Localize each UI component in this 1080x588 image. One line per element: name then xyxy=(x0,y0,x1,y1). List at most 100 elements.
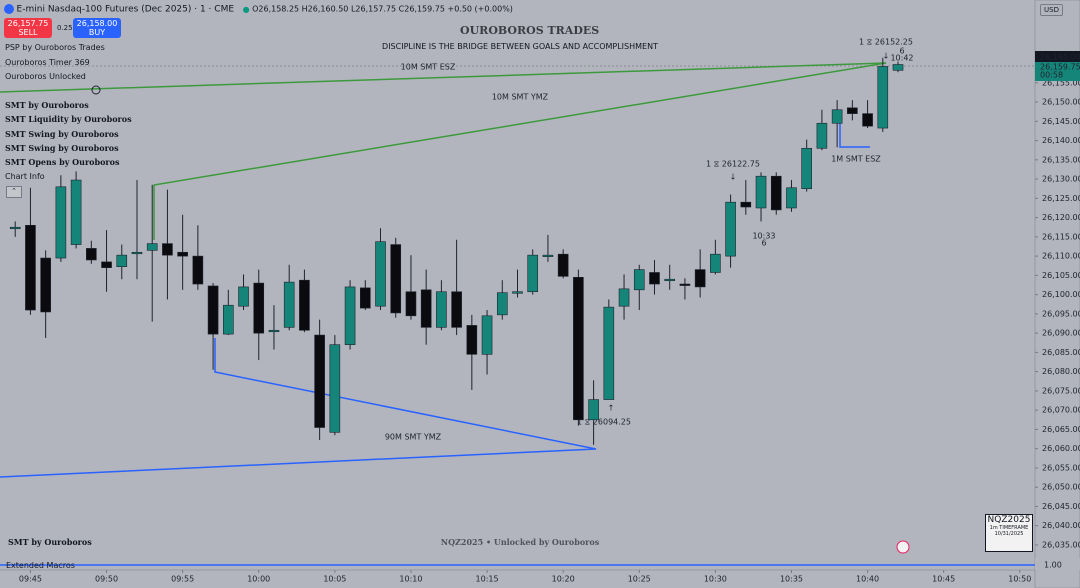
candle-body xyxy=(512,291,523,294)
indicator[interactable]: SMT Swing by Ouroboros xyxy=(5,128,119,139)
indicator[interactable]: Ouroboros Timer 369 xyxy=(5,57,90,67)
annotation: 10:42 xyxy=(890,54,913,63)
macros-label: Extended Macros xyxy=(6,561,75,570)
buy-button[interactable]: 26,158.00 BUY xyxy=(73,18,121,38)
last-price: 26,159.75 xyxy=(1040,63,1080,72)
x-tick-label: 10:50 xyxy=(1008,575,1031,584)
candle-body xyxy=(268,329,280,333)
candle-body xyxy=(162,243,173,256)
candle-body xyxy=(420,289,432,328)
y-tick-label: 26,130.00 xyxy=(1042,175,1080,184)
candle-body xyxy=(603,306,615,400)
y-tick-label: 26,050.00 xyxy=(1042,483,1080,492)
annotation: 1 ⧖ 26094.25 xyxy=(577,418,631,427)
y-tick-label: 26,110.00 xyxy=(1042,252,1080,261)
y-tick-label: 26,045.00 xyxy=(1042,502,1080,511)
x-tick-label: 10:00 xyxy=(247,575,270,584)
alert-icon[interactable] xyxy=(896,540,910,554)
candle-body xyxy=(207,285,219,335)
candle-body xyxy=(405,291,417,317)
candle-body xyxy=(177,251,188,257)
candle-body xyxy=(55,186,67,259)
candle-body xyxy=(9,226,21,230)
candle-body xyxy=(283,281,295,328)
dot: ● xyxy=(242,4,250,14)
candle-body xyxy=(816,122,828,149)
y-tick-label: 26,080.00 xyxy=(1042,367,1080,376)
footer-left: SMT by Ouroboros xyxy=(8,537,92,547)
collapse-button[interactable]: ⌃ xyxy=(6,186,22,198)
y-tick-label: 26,140.00 xyxy=(1042,136,1080,145)
indicator[interactable]: SMT by Ouroboros xyxy=(5,100,89,110)
x-tick-label: 09:45 xyxy=(19,575,42,584)
ohlc: O26,158.25 H26,160.50 L26,157.75 C26,159… xyxy=(252,4,513,14)
sell-button[interactable]: 26,157.75 SELL xyxy=(4,18,52,38)
indicator[interactable]: PSP by Ouroboros Trades xyxy=(5,43,105,52)
candle-body xyxy=(618,288,630,307)
candle-body xyxy=(329,344,341,433)
buy-price: 26,158.00 xyxy=(76,19,118,28)
candle-body xyxy=(375,241,386,307)
candle-body xyxy=(755,175,767,209)
indicator[interactable]: Chart Info xyxy=(5,171,45,181)
candle-body xyxy=(466,325,478,355)
candle-body xyxy=(801,147,812,190)
y-tick-label: 26,070.00 xyxy=(1042,406,1080,415)
footer-center: NQZ2025 • Unlocked by Ouroboros xyxy=(440,537,600,547)
candle-body xyxy=(238,286,249,307)
x-tick-label: 10:40 xyxy=(856,575,879,584)
y-tick-label: 26,115.00 xyxy=(1042,232,1080,241)
spread: 0.25 xyxy=(57,24,73,32)
annotation: 1 ⧖ 26122.75 xyxy=(706,160,760,169)
cursor-badge xyxy=(1035,51,1080,62)
candle-body xyxy=(847,107,858,114)
y-tick-label: 26,125.00 xyxy=(1042,194,1080,203)
y-tick-label: 26,065.00 xyxy=(1042,425,1080,434)
arrow: ↑ xyxy=(608,404,615,413)
candle-body xyxy=(664,278,676,282)
info-timeframe: 1m TIMEFRAME xyxy=(989,525,1029,531)
countdown: 00:58 xyxy=(1040,71,1063,80)
smt-line xyxy=(839,118,870,148)
annotation: 6 xyxy=(899,47,904,56)
axes: 26,035.00 26,040.00 26,045.00 26,050.00 26,0… xyxy=(19,78,1080,583)
x-tick-label: 10:30 xyxy=(704,575,727,584)
indicator[interactable]: Ouroboros Unlocked xyxy=(5,72,86,81)
y-tick-label: 26,150.00 xyxy=(1042,98,1080,107)
y-tick-label: 26,145.00 xyxy=(1042,117,1080,126)
candle-body xyxy=(481,315,493,355)
candle-body xyxy=(436,291,447,328)
candle-body xyxy=(344,286,356,345)
candle-body xyxy=(725,201,736,257)
candle-body xyxy=(299,279,310,331)
info-date: 10/31/2025 xyxy=(994,531,1024,537)
x-tick-label: 10:10 xyxy=(399,575,422,584)
y-tick-label: 26,155.00 xyxy=(1042,78,1080,87)
last-badge xyxy=(1035,62,1080,81)
currency[interactable]: USD xyxy=(1040,4,1063,16)
candles xyxy=(9,57,904,445)
indicator[interactable]: SMT Opens by Ouroboros xyxy=(5,157,120,168)
candle-body xyxy=(253,282,265,334)
candle-body xyxy=(679,283,691,286)
y-tick-label: 26,100.00 xyxy=(1042,290,1080,299)
indicator[interactable]: SMT Liquidity by Ouroboros xyxy=(5,114,132,125)
annotation: 1M SMT ESZ xyxy=(831,155,881,164)
arrow: ↓ xyxy=(883,52,890,61)
candle-body xyxy=(710,253,721,273)
indicator[interactable]: SMT Swing by Ouroboros xyxy=(5,142,119,153)
x-tick-label: 10:25 xyxy=(628,575,651,584)
sell-price: 26,157.75 xyxy=(7,19,49,28)
candle-body xyxy=(314,334,325,428)
marker xyxy=(91,85,101,95)
annotation: 10M SMT YMZ xyxy=(492,93,549,102)
candle-body xyxy=(588,399,599,421)
x-tick-label: 10:35 xyxy=(780,575,803,584)
annotation: 1 ⧖ 26152.25 xyxy=(859,38,913,47)
symbol: E-mini Nasdaq-100 Futures (Dec 2025) · 1… xyxy=(16,4,235,15)
symbol-row: E-mini Nasdaq-100 Futures (Dec 2025) · 1… xyxy=(4,4,513,15)
x-tick-label: 09:50 xyxy=(95,575,118,584)
candle-body xyxy=(557,253,569,277)
candle-body xyxy=(877,66,889,129)
